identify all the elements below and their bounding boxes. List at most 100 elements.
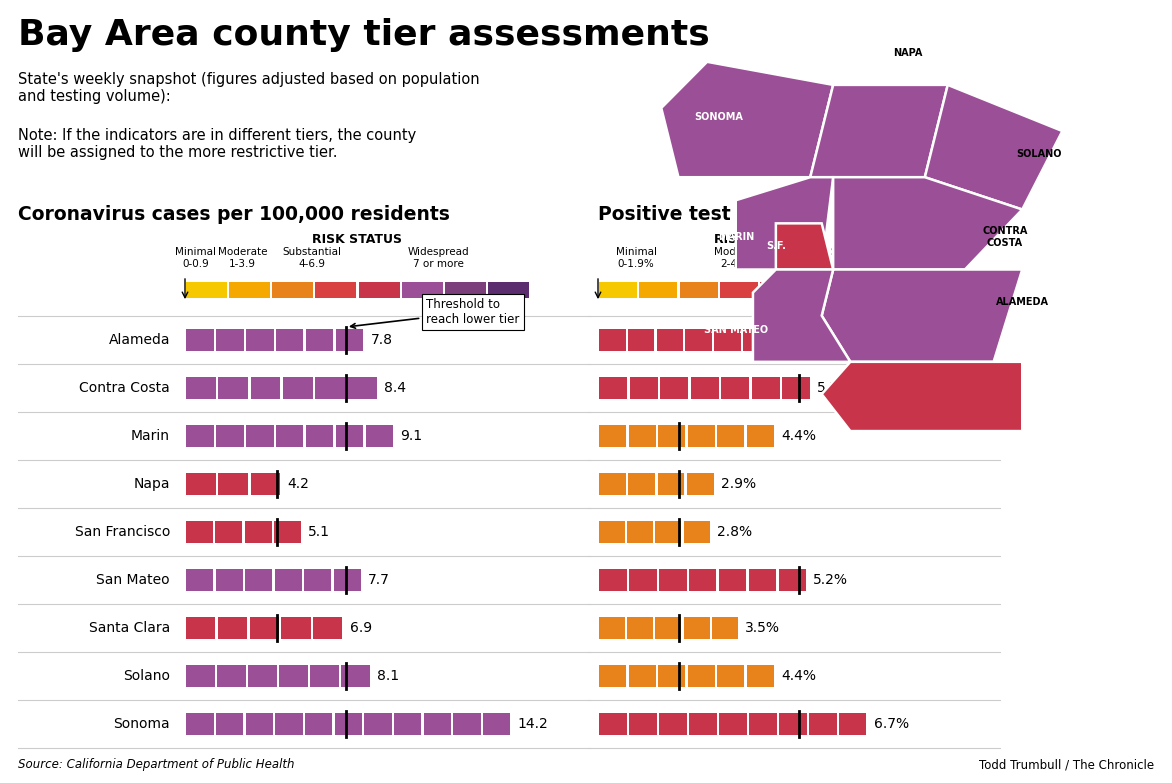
Bar <box>186 329 213 351</box>
Bar <box>839 713 866 735</box>
Text: Substantial
4-6.9: Substantial 4-6.9 <box>282 247 341 269</box>
Bar <box>689 569 716 591</box>
Bar <box>683 617 709 639</box>
Bar <box>751 377 779 399</box>
Bar <box>688 665 715 687</box>
Bar <box>359 282 400 298</box>
Bar <box>483 713 511 735</box>
Text: 7.8: 7.8 <box>370 333 393 347</box>
Bar <box>629 377 657 399</box>
Bar <box>800 282 838 298</box>
Bar <box>186 377 216 399</box>
Text: SONOMA: SONOMA <box>694 112 743 122</box>
Bar <box>659 665 686 687</box>
Bar <box>279 665 308 687</box>
Text: CONTRA
COSTA: CONTRA COSTA <box>982 226 1028 248</box>
Bar <box>454 713 481 735</box>
Bar <box>779 713 806 735</box>
Bar <box>347 377 377 399</box>
Bar <box>246 329 273 351</box>
Bar <box>216 329 244 351</box>
Bar <box>659 569 687 591</box>
Bar <box>627 617 653 639</box>
Text: Threshold to
reach lower tier: Threshold to reach lower tier <box>804 298 953 328</box>
Text: SOLANO: SOLANO <box>1016 149 1062 159</box>
Bar <box>186 665 214 687</box>
Text: S.F.: S.F. <box>766 241 785 251</box>
Text: Positive test rate: Positive test rate <box>598 205 781 224</box>
Text: Widespread
8% or higher: Widespread 8% or higher <box>866 247 934 269</box>
Bar <box>743 329 769 351</box>
Bar <box>311 665 339 687</box>
Polygon shape <box>736 177 833 269</box>
Bar <box>749 569 776 591</box>
Bar <box>599 425 626 447</box>
Bar <box>272 282 313 298</box>
Bar <box>840 282 879 298</box>
Text: Alameda: Alameda <box>109 333 170 347</box>
Bar <box>251 473 280 495</box>
Bar <box>251 377 280 399</box>
Bar <box>334 569 361 591</box>
Bar <box>683 521 709 543</box>
Text: 2.9%: 2.9% <box>721 477 756 491</box>
Bar <box>771 329 798 351</box>
Bar <box>341 665 370 687</box>
Text: Marin: Marin <box>131 429 170 443</box>
Bar <box>394 713 422 735</box>
Bar <box>424 713 451 735</box>
Bar <box>721 377 749 399</box>
Bar <box>778 569 806 591</box>
Bar <box>306 329 333 351</box>
Text: 14.2: 14.2 <box>518 717 548 731</box>
Text: San Francisco: San Francisco <box>75 525 170 539</box>
Bar <box>305 713 333 735</box>
Bar <box>315 377 345 399</box>
Text: State's weekly snapshot (figures adjusted based on population
and testing volume: State's weekly snapshot (figures adjuste… <box>18 72 479 104</box>
Bar <box>599 569 627 591</box>
Text: SANTA
CLARA: SANTA CLARA <box>1021 384 1057 405</box>
Text: Widespread
7 or more: Widespread 7 or more <box>407 247 469 269</box>
Bar <box>599 665 626 687</box>
Bar <box>599 521 625 543</box>
Bar <box>688 425 715 447</box>
Bar <box>659 425 686 447</box>
Bar <box>720 282 758 298</box>
Text: 4.4%: 4.4% <box>781 669 816 683</box>
Bar <box>218 617 247 639</box>
Bar <box>660 377 688 399</box>
Text: Solano: Solano <box>123 669 170 683</box>
Bar <box>628 665 656 687</box>
Bar <box>274 569 302 591</box>
Bar <box>714 329 741 351</box>
Bar <box>313 617 342 639</box>
Text: San Mateo: San Mateo <box>96 573 170 587</box>
Bar <box>747 665 774 687</box>
Bar <box>687 473 714 495</box>
Bar <box>245 521 272 543</box>
Bar <box>216 569 243 591</box>
Bar <box>718 569 747 591</box>
Bar <box>186 521 213 543</box>
Text: ALAMEDA: ALAMEDA <box>996 297 1049 307</box>
Bar <box>809 713 837 735</box>
Text: Substantial
5-7.9%: Substantial 5-7.9% <box>830 247 890 269</box>
Text: Sonoma: Sonoma <box>114 717 170 731</box>
Bar <box>690 377 718 399</box>
Bar <box>335 425 363 447</box>
Text: 3.5%: 3.5% <box>745 621 779 635</box>
Polygon shape <box>833 177 1022 269</box>
Bar <box>402 282 443 298</box>
Text: NAPA: NAPA <box>893 48 922 58</box>
Bar <box>759 282 798 298</box>
Polygon shape <box>752 269 851 362</box>
Bar <box>599 473 626 495</box>
Bar <box>628 473 655 495</box>
Bar <box>186 425 213 447</box>
Text: 6.9: 6.9 <box>349 621 372 635</box>
Bar <box>186 713 213 735</box>
Text: 2.8%: 2.8% <box>717 525 751 539</box>
Bar <box>628 329 654 351</box>
Text: 5.2%: 5.2% <box>813 573 849 587</box>
Text: RISK STATUS: RISK STATUS <box>313 233 402 246</box>
